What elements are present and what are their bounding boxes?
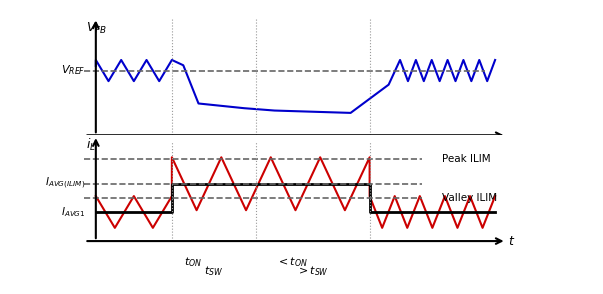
Text: $V_{FB}$: $V_{FB}$ bbox=[86, 21, 107, 36]
Text: Peak ILIM: Peak ILIM bbox=[442, 154, 491, 164]
Text: $t$: $t$ bbox=[508, 235, 516, 248]
Text: $< t_{ON}$: $< t_{ON}$ bbox=[276, 255, 308, 269]
Text: $i_L$: $i_L$ bbox=[86, 137, 95, 153]
Text: $> t_{SW}$: $> t_{SW}$ bbox=[296, 264, 329, 278]
Text: $I_{AVG(ILIM)}$: $I_{AVG(ILIM)}$ bbox=[45, 176, 85, 191]
Text: $t_{ON}$: $t_{ON}$ bbox=[184, 255, 202, 269]
Text: $V_{REF}$: $V_{REF}$ bbox=[61, 64, 85, 77]
Text: $I_{AVG1}$: $I_{AVG1}$ bbox=[60, 205, 85, 219]
Text: Valley ILIM: Valley ILIM bbox=[442, 193, 497, 203]
Text: $t_{SW}$: $t_{SW}$ bbox=[204, 264, 223, 278]
